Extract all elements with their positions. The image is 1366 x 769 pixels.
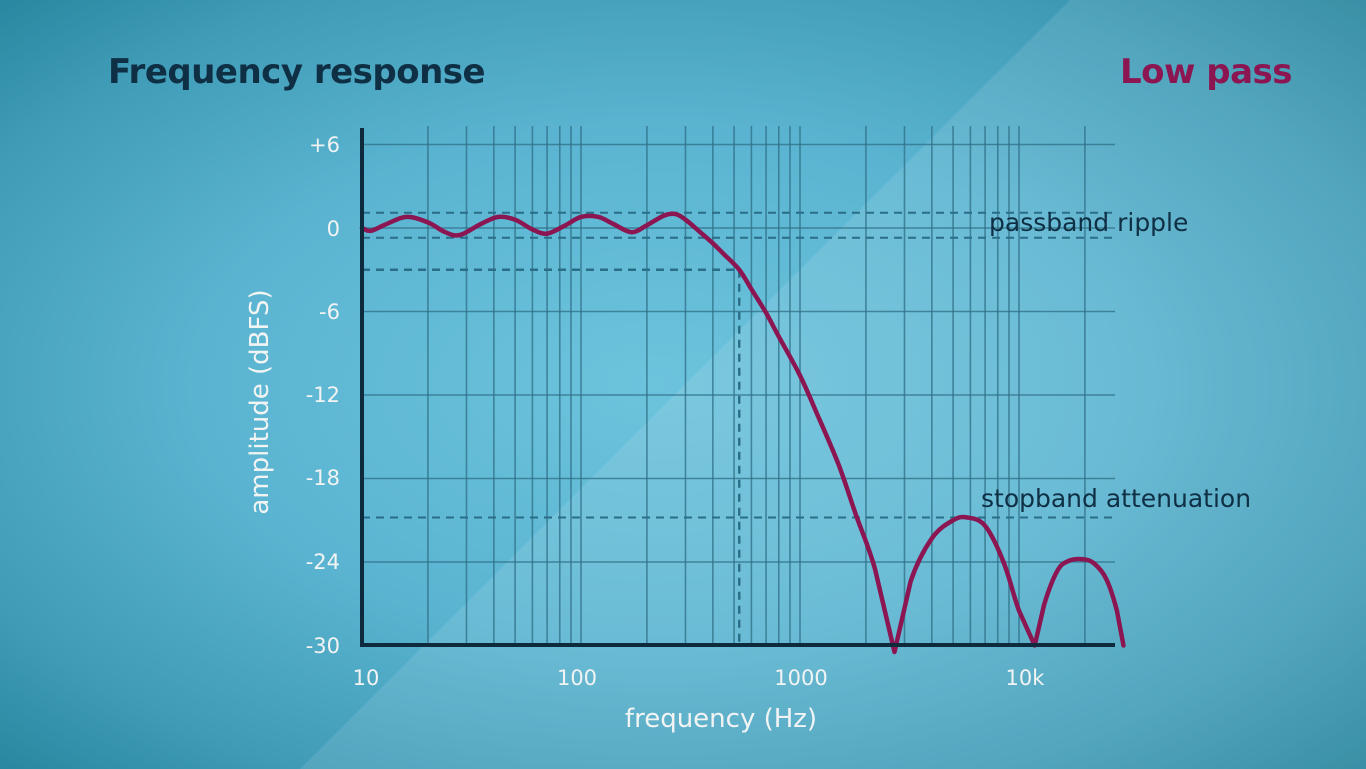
x-tick-labels: 10 100 1000 10k <box>353 666 1046 690</box>
y-tick-label: -30 <box>306 634 340 658</box>
reference-lines <box>362 211 1118 645</box>
x-tick-label: 1000 <box>774 666 827 690</box>
y-axis-title: amplitude (dBFS) <box>245 289 275 514</box>
chart-title: Frequency response <box>108 52 486 92</box>
x-tick-label: 10 <box>353 666 380 690</box>
y-tick-label: -18 <box>306 466 340 490</box>
y-tick-label: +6 <box>309 133 340 157</box>
axes <box>360 128 1115 647</box>
y-tick-label: 0 <box>327 217 340 241</box>
passband-ripple-label: passband ripple <box>989 208 1188 237</box>
x-tick-label: 10k <box>1006 666 1046 690</box>
filter-type-label: Low pass <box>1119 52 1293 92</box>
response-curve <box>359 211 1126 655</box>
stopband-attenuation-label: stopband attenuation <box>981 484 1251 513</box>
y-tick-label: -24 <box>306 550 340 574</box>
y-tick-label: -12 <box>306 383 340 407</box>
y-tick-label: -6 <box>319 300 340 324</box>
x-tick-label: 100 <box>557 666 597 690</box>
x-axis-title: frequency (Hz) <box>625 704 817 734</box>
y-tick-labels: +6 0 -6 -12 -18 -24 -30 <box>306 133 340 658</box>
